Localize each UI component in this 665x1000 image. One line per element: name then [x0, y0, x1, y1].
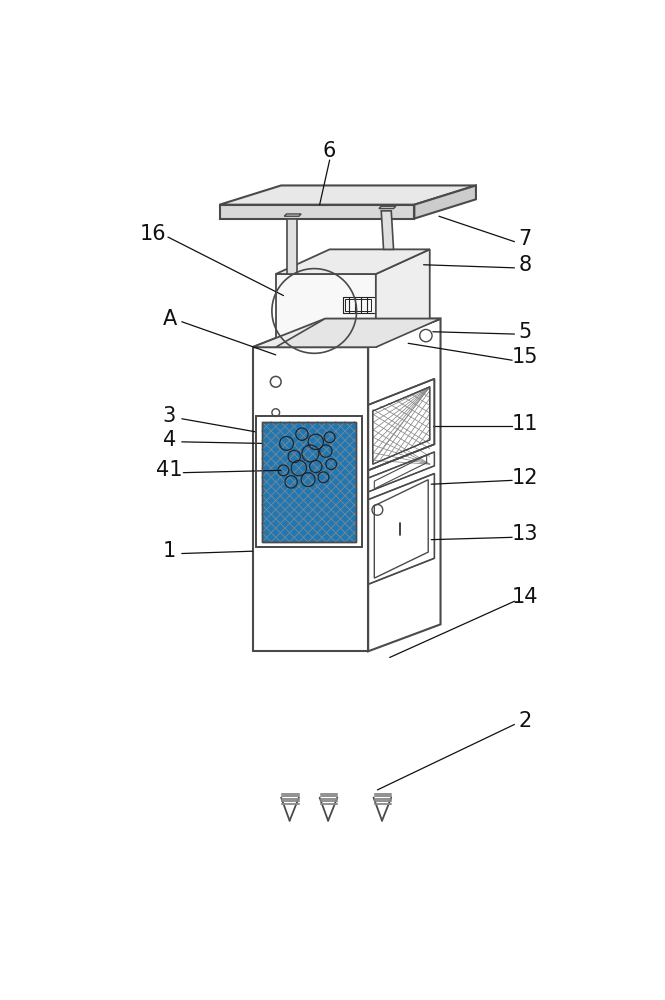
Text: 13: 13: [512, 524, 539, 544]
Polygon shape: [276, 319, 440, 347]
Text: 6: 6: [323, 141, 336, 161]
Polygon shape: [381, 211, 394, 249]
Text: 41: 41: [156, 460, 183, 480]
Text: 14: 14: [512, 587, 539, 607]
Text: A: A: [162, 309, 177, 329]
Text: 12: 12: [512, 468, 539, 488]
Text: 7: 7: [519, 229, 532, 249]
Text: 2: 2: [519, 711, 532, 731]
Polygon shape: [253, 319, 440, 347]
Text: 15: 15: [512, 347, 539, 367]
Polygon shape: [219, 185, 476, 205]
Text: 11: 11: [512, 414, 539, 434]
Polygon shape: [276, 249, 430, 274]
Text: 3: 3: [163, 406, 176, 426]
Polygon shape: [284, 214, 301, 216]
Polygon shape: [219, 205, 414, 219]
Text: 8: 8: [519, 255, 532, 275]
Polygon shape: [287, 219, 297, 274]
Polygon shape: [253, 319, 440, 347]
Polygon shape: [414, 185, 476, 219]
Polygon shape: [379, 206, 396, 209]
Polygon shape: [376, 249, 430, 347]
Bar: [262, 422, 356, 542]
Text: 16: 16: [139, 224, 166, 244]
Text: 4: 4: [163, 430, 176, 450]
Text: 5: 5: [519, 322, 532, 342]
Polygon shape: [276, 274, 376, 347]
Text: 1: 1: [163, 541, 176, 561]
